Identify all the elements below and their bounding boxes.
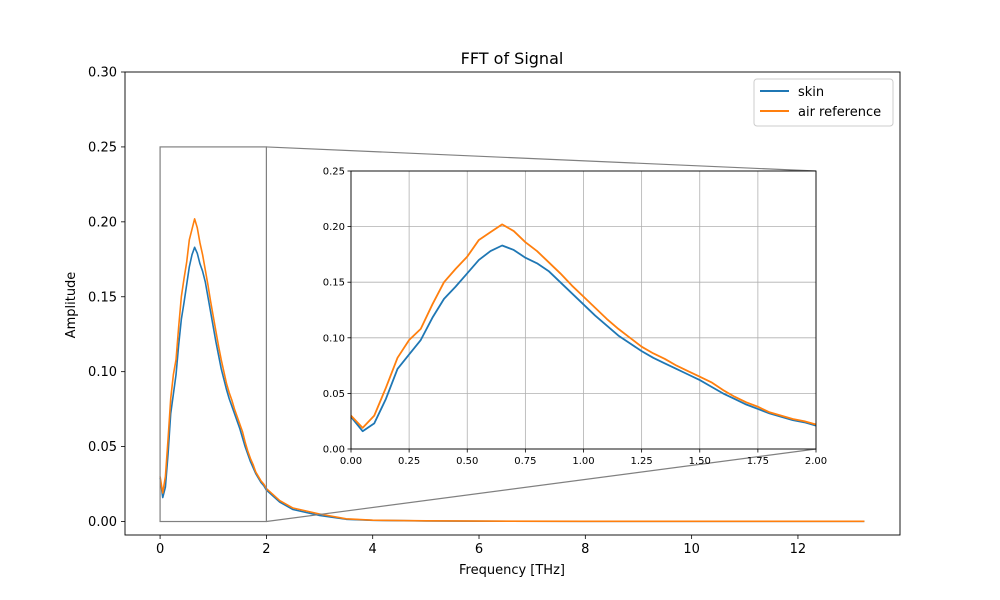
y-axis-label: Amplitude <box>64 272 79 339</box>
main-plot-frame <box>124 71 901 536</box>
x-tick-label: 4 <box>369 542 377 557</box>
inset-y-tick-label: 0.05 <box>323 389 345 400</box>
main-axes: 0 2 4 6 8 10 12 0.00 0.05 0.10 0.15 0.20 0.25 0.30 <box>88 66 901 557</box>
inset-y-tick-label: 0.25 <box>323 167 345 178</box>
inset-series-line-air-reference <box>350 223 817 429</box>
inset-x-tick-label: 0.25 <box>398 456 420 467</box>
y-tick-label: 0.10 <box>88 365 117 380</box>
legend-label-skin: skin <box>798 85 824 100</box>
inset-x-tick-label: 1.25 <box>630 456 652 467</box>
inset-axes: 0.00 0.25 0.50 0.75 1.00 1.25 1.50 1.75 2.00 0.00… <box>323 167 827 468</box>
main-series-line-air-reference <box>159 218 865 523</box>
inset-x-tick-label: 1.50 <box>689 456 711 467</box>
y-tick-label: 0.05 <box>88 440 117 455</box>
x-tick-label: 12 <box>790 542 807 557</box>
inset-y-tick-label: 0.10 <box>323 333 345 344</box>
inset-y-tick-label: 0.00 <box>323 445 345 456</box>
x-tick-label: 8 <box>581 542 589 557</box>
zoom-connector-bottom <box>266 448 817 523</box>
zoom-indicator <box>159 146 817 523</box>
x-tick-label: 10 <box>683 542 700 557</box>
y-tick-label: 0.25 <box>88 140 117 155</box>
chart-title: FFT of Signal <box>461 49 564 68</box>
inset-x-tick-label: 1.75 <box>747 456 769 467</box>
inset-series-line-skin <box>350 244 817 433</box>
y-tick-label: 0.15 <box>88 290 117 305</box>
inset-x-tick-label: 0.75 <box>514 456 536 467</box>
inset-plot-frame <box>350 170 817 450</box>
x-tick-label: 6 <box>475 542 483 557</box>
y-tick-label: 0.00 <box>88 515 117 530</box>
main-series-line-skin <box>159 246 865 523</box>
inset-y-tick-label: 0.20 <box>323 222 345 233</box>
zoom-region-box <box>159 146 267 523</box>
inset-x-tick-label: 2.00 <box>805 456 827 467</box>
y-tick-label: 0.30 <box>88 66 117 81</box>
inset-x-tick-label: 0.00 <box>340 456 362 467</box>
x-tick-label: 2 <box>262 542 270 557</box>
x-tick-label: 0 <box>156 542 164 557</box>
y-tick-label: 0.20 <box>88 215 117 230</box>
inset-x-tick-label: 0.50 <box>456 456 478 467</box>
x-axis-label: Frequency [THz] <box>459 563 565 578</box>
inset-y-tick-label: 0.15 <box>323 278 345 289</box>
inset-x-tick-label: 1.00 <box>572 456 594 467</box>
zoom-connector-top <box>266 146 817 172</box>
legend-label-air-reference: air reference <box>798 105 881 120</box>
legend: skin air reference <box>753 78 894 127</box>
